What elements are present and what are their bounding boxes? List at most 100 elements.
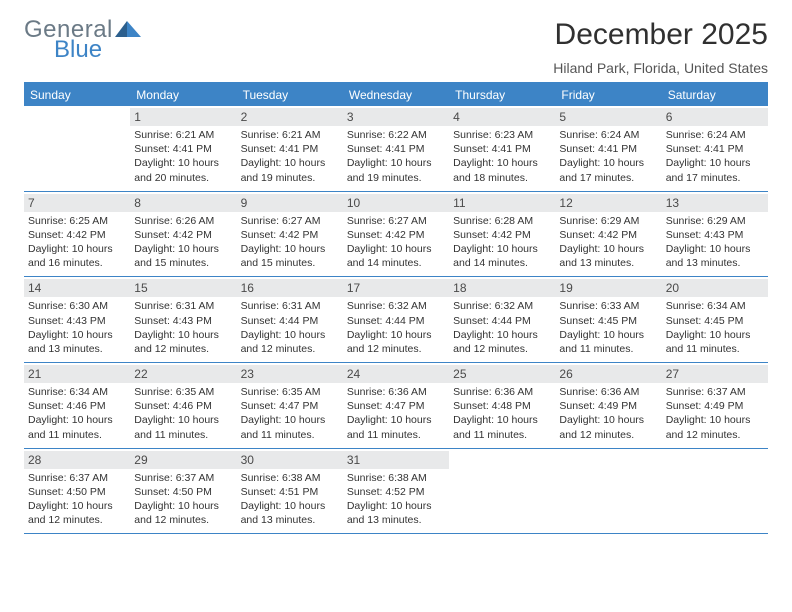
sunrise-line: Sunrise: 6:25 AM [28,214,126,228]
daylight-line: Daylight: 10 hours and 16 minutes. [28,242,126,270]
sunset-line: Sunset: 4:42 PM [453,228,551,242]
day-cell: 4Sunrise: 6:23 AMSunset: 4:41 PMDaylight… [449,106,555,192]
date-number: 6 [662,108,768,126]
date-number: 16 [237,279,343,297]
weekday-header: Wednesday [343,84,449,106]
sunrise-line: Sunrise: 6:36 AM [559,385,657,399]
sunrise-line: Sunrise: 6:27 AM [347,214,445,228]
day-cell: 30Sunrise: 6:38 AMSunset: 4:51 PMDayligh… [237,449,343,535]
daylight-line: Daylight: 10 hours and 20 minutes. [134,156,232,184]
daylight-line: Daylight: 10 hours and 11 minutes. [666,328,764,356]
sunset-line: Sunset: 4:48 PM [453,399,551,413]
date-number: 7 [24,194,130,212]
sunset-line: Sunset: 4:41 PM [666,142,764,156]
weekday-header: Friday [555,84,661,106]
sunrise-line: Sunrise: 6:24 AM [559,128,657,142]
sunset-line: Sunset: 4:50 PM [28,485,126,499]
sunrise-line: Sunrise: 6:35 AM [241,385,339,399]
page-title: December 2025 [553,18,768,52]
weekday-header: Tuesday [237,84,343,106]
daylight-line: Daylight: 10 hours and 12 minutes. [559,413,657,441]
sunrise-line: Sunrise: 6:30 AM [28,299,126,313]
daylight-line: Daylight: 10 hours and 15 minutes. [241,242,339,270]
daylight-line: Daylight: 10 hours and 11 minutes. [559,328,657,356]
sunset-line: Sunset: 4:51 PM [241,485,339,499]
page: General Blue December 2025 Hiland Park, … [0,0,792,612]
sunset-line: Sunset: 4:47 PM [241,399,339,413]
sunrise-line: Sunrise: 6:22 AM [347,128,445,142]
day-cell: 24Sunrise: 6:36 AMSunset: 4:47 PMDayligh… [343,363,449,449]
sunrise-line: Sunrise: 6:31 AM [241,299,339,313]
daylight-line: Daylight: 10 hours and 17 minutes. [559,156,657,184]
date-number: 24 [343,365,449,383]
header-right: December 2025 Hiland Park, Florida, Unit… [553,18,768,76]
day-cell: 3Sunrise: 6:22 AMSunset: 4:41 PMDaylight… [343,106,449,192]
day-cell: 18 Sunrise: 6:32 AMSunset: 4:44 PMDayligh… [449,277,555,363]
sunset-line: Sunset: 4:42 PM [134,228,232,242]
daylight-line: Daylight: 10 hours and 12 minutes. [241,328,339,356]
sunset-line: Sunset: 4:41 PM [241,142,339,156]
date-number: 15 [130,279,236,297]
sunrise-line: Sunrise: 6:33 AM [559,299,657,313]
sunset-line: Sunset: 4:42 PM [559,228,657,242]
daylight-line: Daylight: 10 hours and 13 minutes. [347,499,445,527]
day-cell: 17Sunrise: 6:32 AMSunset: 4:44 PMDayligh… [343,277,449,363]
daylight-line: Daylight: 10 hours and 13 minutes. [559,242,657,270]
sunset-line: Sunset: 4:49 PM [666,399,764,413]
sunset-line: Sunset: 4:46 PM [28,399,126,413]
daylight-line: Daylight: 10 hours and 11 minutes. [453,413,551,441]
sunrise-line: Sunrise: 6:35 AM [134,385,232,399]
date-number: 26 [555,365,661,383]
date-number: 8 [130,194,236,212]
date-number: 19 [555,279,661,297]
daylight-line: Daylight: 10 hours and 12 minutes. [134,499,232,527]
date-number: 27 [662,365,768,383]
date-number: 28 [24,451,130,469]
sunset-line: Sunset: 4:47 PM [347,399,445,413]
sunrise-line: Sunrise: 6:38 AM [347,471,445,485]
sunrise-line: Sunrise: 6:29 AM [666,214,764,228]
day-cell: 15Sunrise: 6:31 AMSunset: 4:43 PMDayligh… [130,277,236,363]
sunset-line: Sunset: 4:44 PM [347,314,445,328]
daylight-line: Daylight: 10 hours and 19 minutes. [241,156,339,184]
sunset-line: Sunset: 4:42 PM [347,228,445,242]
date-number: 31 [343,451,449,469]
sunrise-line: Sunrise: 6:32 AM [347,299,445,313]
daylight-line: Daylight: 10 hours and 12 minutes. [453,328,551,356]
sunset-line: Sunset: 4:43 PM [134,314,232,328]
sunrise-line: Sunrise: 6:21 AM [134,128,232,142]
sunrise-line: Sunrise: 6:28 AM [453,214,551,228]
daylight-line: Daylight: 10 hours and 19 minutes. [347,156,445,184]
day-cell: 9Sunrise: 6:27 AMSunset: 4:42 PMDaylight… [237,192,343,278]
sunrise-line: Sunrise: 6:37 AM [666,385,764,399]
date-number: 20 [662,279,768,297]
sunset-line: Sunset: 4:52 PM [347,485,445,499]
date-number: 9 [237,194,343,212]
sunset-line: Sunset: 4:42 PM [241,228,339,242]
day-cell: 27Sunrise: 6:37 AMSunset: 4:49 PMDayligh… [662,363,768,449]
date-number: 4 [449,108,555,126]
sunrise-line: Sunrise: 6:26 AM [134,214,232,228]
sunset-line: Sunset: 4:42 PM [28,228,126,242]
date-number: 18 [449,279,555,297]
sunrise-line: Sunrise: 6:38 AM [241,471,339,485]
sunrise-line: Sunrise: 6:32 AM [453,299,551,313]
day-cell: 8Sunrise: 6:26 AMSunset: 4:42 PMDaylight… [130,192,236,278]
sunset-line: Sunset: 4:44 PM [453,314,551,328]
sunrise-line: Sunrise: 6:34 AM [28,385,126,399]
date-number: 5 [555,108,661,126]
daylight-line: Daylight: 10 hours and 13 minutes. [241,499,339,527]
daylight-line: Daylight: 10 hours and 17 minutes. [666,156,764,184]
date-number: 13 [662,194,768,212]
sunrise-line: Sunrise: 6:31 AM [134,299,232,313]
sunset-line: Sunset: 4:41 PM [134,142,232,156]
weekday-header: Saturday [662,84,768,106]
daylight-line: Daylight: 10 hours and 18 minutes. [453,156,551,184]
day-cell: 7 Sunrise: 6:25 AMSunset: 4:42 PMDaylight… [24,192,130,278]
sunset-line: Sunset: 4:43 PM [28,314,126,328]
day-cell: 10Sunrise: 6:27 AMSunset: 4:42 PMDayligh… [343,192,449,278]
date-number: 25 [449,365,555,383]
empty-cell [449,449,555,535]
sunrise-line: Sunrise: 6:37 AM [28,471,126,485]
day-cell: 23Sunrise: 6:35 AMSunset: 4:47 PMDayligh… [237,363,343,449]
